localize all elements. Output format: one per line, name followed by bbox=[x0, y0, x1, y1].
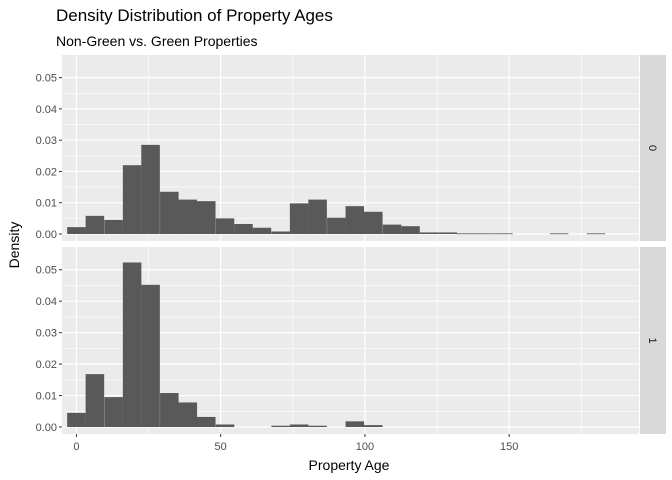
histogram-bar bbox=[327, 217, 346, 234]
histogram-bar bbox=[494, 233, 513, 235]
histogram-bar bbox=[196, 416, 216, 427]
histogram-bar bbox=[215, 218, 235, 234]
histogram-bar bbox=[122, 262, 142, 427]
histogram-bar bbox=[196, 201, 216, 234]
histogram-bar bbox=[271, 425, 290, 427]
histogram-bar bbox=[401, 226, 420, 234]
histogram-bar bbox=[122, 165, 142, 234]
histogram-bar bbox=[271, 231, 290, 234]
histogram-bar bbox=[141, 284, 160, 427]
histogram-bar bbox=[308, 199, 327, 234]
histogram-bar bbox=[67, 227, 86, 234]
histogram-bar bbox=[252, 227, 272, 234]
histogram-bar bbox=[364, 211, 383, 234]
histogram-bar bbox=[419, 232, 439, 234]
x-tick-label: 150 bbox=[500, 441, 518, 453]
y-tick-label: 0.05 bbox=[36, 73, 57, 85]
histogram-bar bbox=[178, 402, 198, 427]
histogram-bar bbox=[289, 203, 309, 234]
histogram-bar bbox=[586, 233, 606, 235]
histogram-bar bbox=[549, 233, 569, 235]
facet-panel-0: 0.00 0.01 0.02 0.03 0.04 0.05 0 bbox=[36, 55, 666, 241]
facet-panel-1: 0.00 0.01 0.02 0.03 0.04 0.05 1 0 50 100 150 bbox=[36, 247, 666, 453]
histogram-bar bbox=[160, 393, 179, 427]
histogram-bar bbox=[382, 224, 402, 234]
histogram-bar bbox=[364, 425, 383, 427]
x-tick-label: 0 bbox=[73, 441, 79, 453]
histogram-bar bbox=[234, 223, 253, 234]
y-tick-label: 0.05 bbox=[36, 265, 57, 277]
histogram-bar bbox=[215, 424, 235, 427]
y-tick-label: 0.02 bbox=[36, 166, 57, 178]
y-tick-label: 0.02 bbox=[36, 359, 57, 371]
y-tick-label: 0.04 bbox=[36, 104, 57, 116]
histogram-bar bbox=[289, 424, 309, 427]
histogram-bar bbox=[308, 425, 327, 427]
facet-strip bbox=[640, 247, 666, 434]
histogram-bar bbox=[345, 206, 365, 234]
histogram-bar bbox=[67, 412, 86, 427]
y-tick-label: 0.01 bbox=[36, 198, 57, 210]
histogram-bar bbox=[345, 421, 365, 427]
x-tick-label: 50 bbox=[215, 441, 227, 453]
x-tick-label: 100 bbox=[356, 441, 374, 453]
histogram-bar bbox=[456, 233, 476, 235]
facet-strip-label: 0 bbox=[646, 145, 658, 151]
y-tick-label: 0.04 bbox=[36, 296, 57, 308]
histogram-bar bbox=[104, 397, 123, 427]
facet-strip bbox=[640, 55, 666, 241]
y-tick-label: 0.01 bbox=[36, 391, 57, 403]
y-tick-label: 0.00 bbox=[36, 229, 57, 241]
histogram-bar bbox=[160, 191, 179, 234]
y-tick-label: 0.03 bbox=[36, 328, 57, 340]
histogram-bar bbox=[85, 215, 105, 234]
x-axis-title: Property Age bbox=[309, 457, 390, 473]
histogram-bar bbox=[475, 233, 494, 235]
histogram-bar bbox=[178, 199, 198, 234]
histogram-bar bbox=[438, 232, 457, 234]
y-tick-label: 0.03 bbox=[36, 135, 57, 147]
histogram-bar bbox=[85, 374, 105, 427]
facet-strip-label: 1 bbox=[646, 337, 658, 343]
histogram-bar bbox=[141, 144, 160, 234]
histogram-bar bbox=[104, 219, 123, 234]
chart-title: Density Distribution of Property Ages bbox=[56, 6, 333, 25]
chart-subtitle: Non-Green vs. Green Properties bbox=[56, 33, 258, 49]
y-axis-title: Density bbox=[6, 222, 22, 269]
y-tick-label: 0.00 bbox=[36, 422, 57, 434]
